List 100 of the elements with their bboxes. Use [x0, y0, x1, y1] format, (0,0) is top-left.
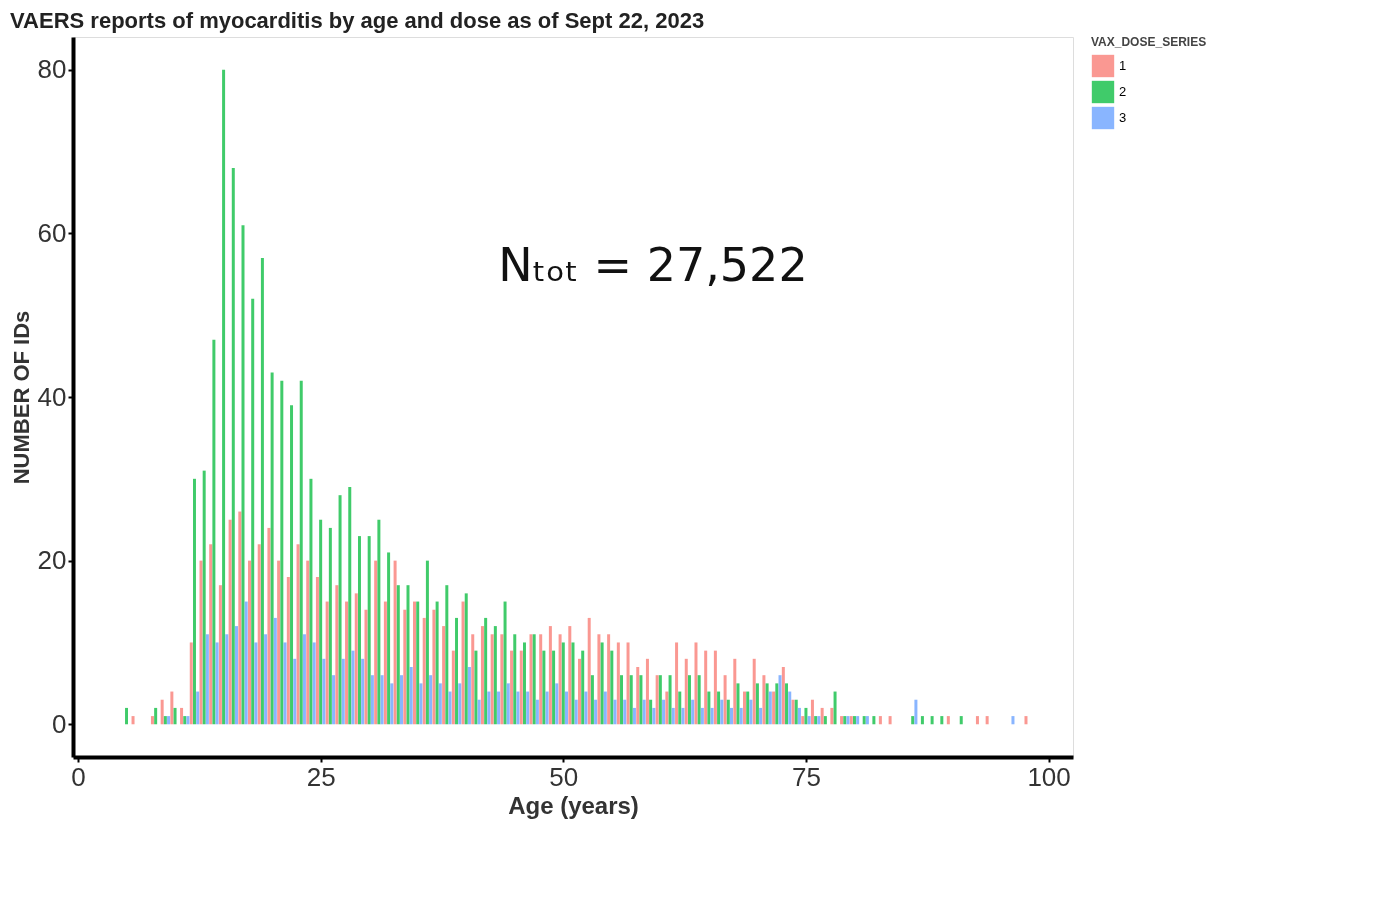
bar [684, 658, 688, 725]
bar [548, 626, 552, 725]
bar [607, 634, 611, 725]
bar [755, 683, 759, 725]
bar [474, 650, 478, 725]
bar [704, 650, 708, 725]
bar [597, 634, 601, 725]
bar [497, 691, 501, 725]
x-axis-title: Age (years) [508, 791, 639, 819]
bar [225, 634, 229, 725]
bar [985, 716, 989, 725]
bar [374, 560, 378, 725]
bar [620, 675, 624, 725]
bar [234, 626, 238, 725]
bar [480, 626, 484, 725]
bar [212, 339, 216, 725]
bar [260, 257, 264, 725]
bar [578, 658, 582, 725]
bar [199, 560, 203, 725]
bar [720, 699, 724, 725]
bar [662, 699, 666, 725]
bar [451, 650, 455, 725]
bar [733, 658, 737, 725]
bar [222, 69, 226, 725]
bar [325, 601, 329, 725]
bar [399, 675, 403, 725]
bar [856, 716, 860, 725]
bar [678, 691, 682, 725]
bar [335, 585, 339, 725]
bar [878, 716, 882, 725]
bar [1024, 716, 1028, 725]
bar [254, 642, 258, 725]
bar [205, 634, 209, 725]
bar [785, 683, 789, 725]
bar [416, 601, 420, 725]
bar [574, 699, 578, 725]
bar [296, 544, 300, 725]
bar [681, 707, 685, 725]
bar [487, 691, 491, 725]
bar [383, 601, 387, 725]
bar [700, 707, 704, 725]
bar [312, 642, 316, 725]
bar [571, 642, 575, 725]
bar [244, 601, 248, 725]
bar [594, 699, 598, 725]
bar [652, 707, 656, 725]
bar [710, 707, 714, 725]
legend-label: 1 [1119, 58, 1127, 73]
bar [390, 683, 394, 725]
bar [564, 691, 568, 725]
bar [238, 511, 242, 725]
bar [338, 495, 342, 725]
bar [959, 716, 963, 725]
bar [332, 675, 336, 725]
bar [914, 699, 918, 725]
bar [503, 601, 507, 725]
bar [694, 642, 698, 725]
bar [739, 707, 743, 725]
bar [341, 658, 345, 725]
bar [600, 642, 604, 725]
bar [354, 593, 358, 725]
bar [697, 675, 701, 725]
bar [202, 470, 206, 725]
bar [490, 634, 494, 725]
bar [823, 716, 827, 725]
bar [299, 380, 303, 725]
bar [267, 527, 271, 725]
bar [581, 650, 585, 725]
bar [273, 617, 277, 725]
bar [154, 707, 158, 725]
bar [645, 658, 649, 725]
bar [264, 634, 268, 725]
bar [759, 707, 763, 725]
bar [377, 519, 381, 725]
bar [526, 691, 530, 725]
bar [552, 650, 556, 725]
y-tick-label: 60 [37, 217, 67, 248]
bar [765, 683, 769, 725]
bar [293, 658, 297, 725]
legend-label: 3 [1119, 110, 1127, 125]
bar [471, 634, 475, 725]
bar [545, 691, 549, 725]
bar [752, 658, 756, 725]
bar [500, 634, 504, 725]
bar [248, 560, 252, 725]
bar [539, 634, 543, 725]
bar [448, 691, 452, 725]
bar [558, 634, 562, 725]
bar [461, 601, 465, 725]
bar [467, 667, 471, 725]
bar [228, 519, 232, 725]
y-tick-label: 0 [52, 708, 67, 739]
y-tick-label: 20 [37, 545, 67, 576]
bar [270, 372, 274, 725]
bar [357, 536, 361, 725]
bar [687, 675, 691, 725]
bar [707, 691, 711, 725]
bar [940, 716, 944, 725]
bar [180, 707, 184, 725]
bar [833, 691, 837, 725]
